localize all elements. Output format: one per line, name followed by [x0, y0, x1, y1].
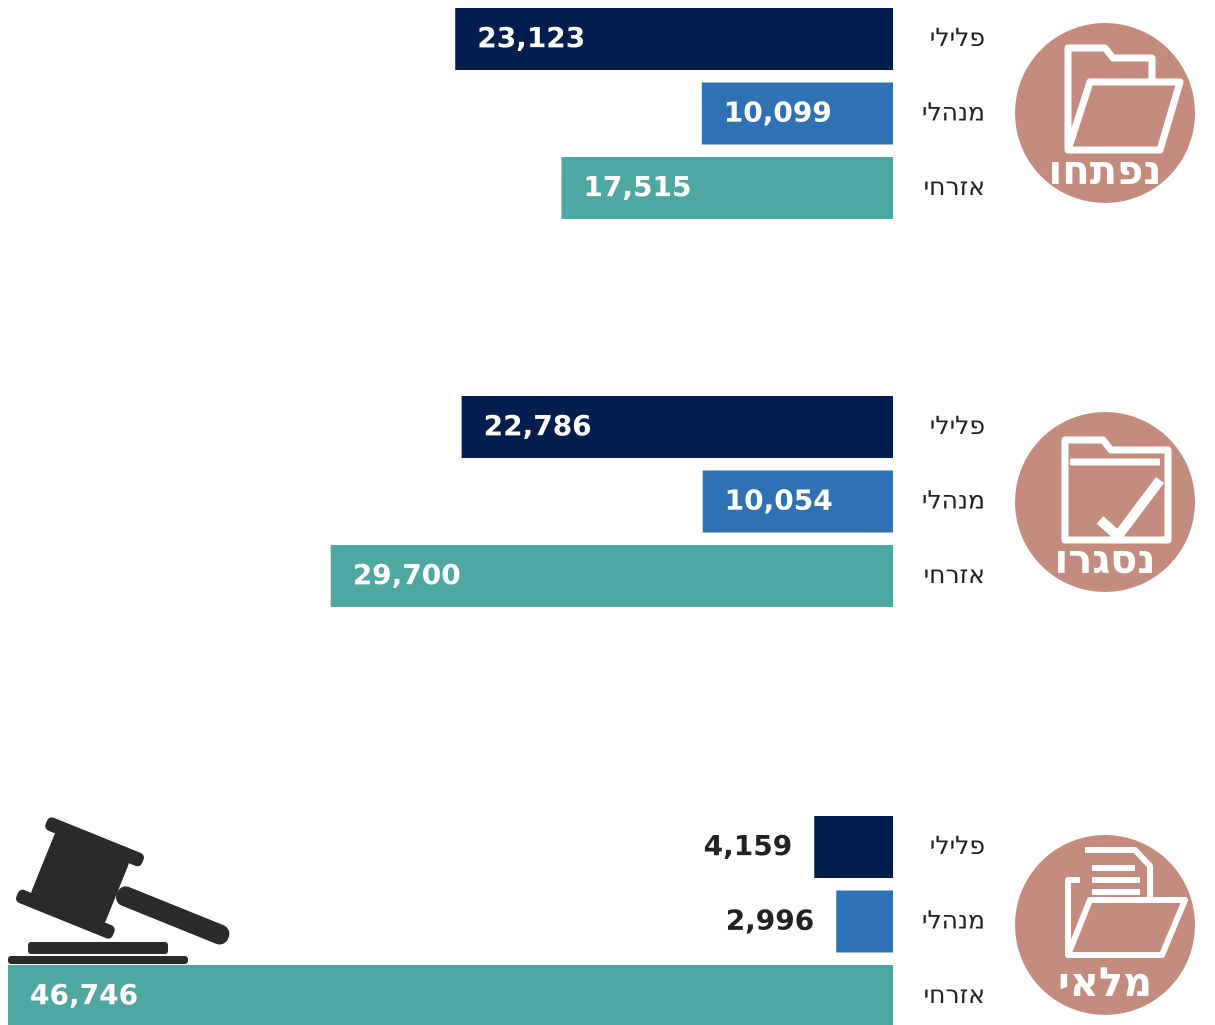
- page: נפתחו פלילי 23,123 מנהלי 10,099 אזרחי 17,515 נס…: [0, 0, 1215, 1025]
- category-label: אזרחי: [924, 980, 985, 1009]
- bar: [8, 965, 893, 1025]
- value-label: 10,054: [725, 484, 833, 517]
- bar: [836, 891, 893, 953]
- value-label: 22,786: [484, 409, 592, 442]
- category-label: אזרחי: [924, 172, 985, 201]
- value-label: 4,159: [704, 829, 793, 862]
- group-title: מלאי: [1058, 960, 1152, 1006]
- category-label: פלילי: [930, 831, 985, 860]
- value-label: 2,996: [726, 904, 815, 937]
- category-label: אזרחי: [924, 560, 985, 589]
- infographic: נפתחו פלילי 23,123 מנהלי 10,099 אזרחי 17,515 נס…: [0, 0, 1215, 1025]
- value-label: 29,700: [353, 558, 461, 591]
- category-label: מנהלי: [922, 98, 985, 127]
- category-label: פלילי: [930, 23, 985, 52]
- category-label: פלילי: [930, 411, 985, 440]
- group-title: נפתחו: [1049, 148, 1162, 194]
- value-label: 46,746: [30, 978, 138, 1011]
- category-label: מנהלי: [922, 906, 985, 935]
- group-title: נסגרו: [1055, 537, 1156, 583]
- bar: [814, 816, 893, 878]
- value-label: 23,123: [477, 21, 585, 54]
- category-label: מנהלי: [922, 486, 985, 515]
- value-label: 10,099: [724, 96, 832, 129]
- gavel-icon: [8, 816, 246, 981]
- value-label: 17,515: [583, 170, 691, 203]
